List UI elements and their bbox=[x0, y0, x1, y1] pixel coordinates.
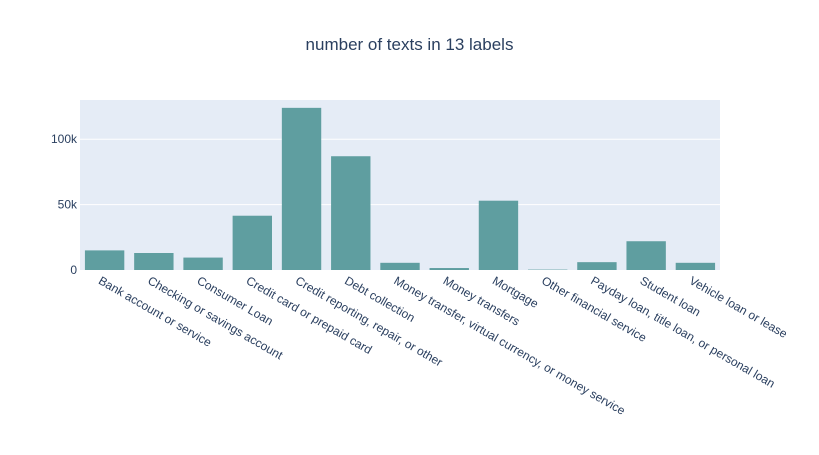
bar[interactable] bbox=[676, 263, 715, 270]
bar[interactable] bbox=[183, 258, 222, 270]
bar[interactable] bbox=[331, 156, 370, 270]
plot-area bbox=[80, 100, 720, 270]
bar[interactable] bbox=[626, 241, 665, 270]
bar[interactable] bbox=[380, 263, 419, 270]
chart-title: number of texts in 13 labels bbox=[306, 35, 514, 54]
bar[interactable] bbox=[577, 262, 616, 270]
bar[interactable] bbox=[479, 201, 518, 270]
y-tick-label: 50k bbox=[58, 198, 78, 212]
bar[interactable] bbox=[85, 250, 124, 270]
y-tick-label: 0 bbox=[70, 263, 77, 277]
bar[interactable] bbox=[233, 216, 272, 270]
bar[interactable] bbox=[430, 268, 469, 270]
bar[interactable] bbox=[134, 253, 173, 270]
y-tick-label: 100k bbox=[51, 132, 78, 146]
bar[interactable] bbox=[282, 108, 321, 270]
